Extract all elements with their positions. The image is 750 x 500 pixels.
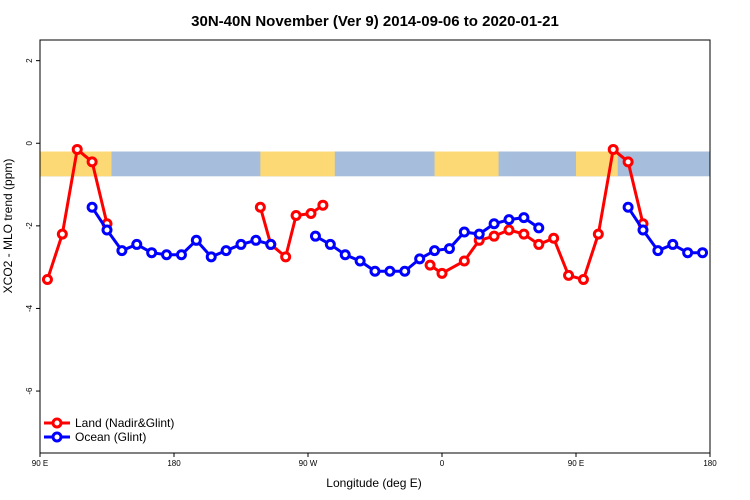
axis-ticks: 90 E 180 90 W 0 90 E 180 2 0 -2 -4 -6 [25, 58, 717, 468]
land-point [577, 274, 589, 286]
ocean-point [429, 245, 441, 257]
ocean-point [131, 238, 143, 250]
series-layer [41, 143, 709, 286]
land-point [533, 238, 545, 250]
land-point [71, 143, 83, 155]
ocean-point [339, 249, 351, 261]
chart-title: 30N-40N November (Ver 9) 2014-09-06 to 2… [191, 13, 559, 30]
ocean-point [235, 238, 247, 250]
ocean-point [354, 255, 366, 267]
ocean-point [101, 224, 113, 236]
ocean-point [518, 212, 530, 224]
ocean-point [414, 253, 426, 265]
ocean-point [190, 234, 202, 246]
x-tick-label: 180 [167, 459, 181, 468]
ocean-point [533, 222, 545, 234]
ocean-point [443, 243, 455, 255]
land-point [424, 259, 436, 271]
x-tick-label: 90 E [568, 459, 584, 468]
land-patch-1 [260, 151, 335, 177]
ocean-point [324, 238, 336, 250]
legend-marker-land [51, 417, 63, 429]
ocean-point [697, 247, 709, 259]
ocean-point [86, 201, 98, 213]
y-tick-label: 2 [25, 58, 34, 63]
land-ocean-band [40, 151, 710, 177]
land-point [622, 156, 634, 168]
ocean-point [116, 245, 128, 257]
legend-marker-ocean [51, 431, 63, 443]
y-tick-label: -2 [25, 222, 34, 230]
land-point [458, 255, 470, 267]
ocean-point [399, 265, 411, 277]
legend-label-land: Land (Nadir&Glint) [75, 416, 174, 430]
plot-frame [39, 39, 711, 454]
land-point [290, 210, 302, 222]
land-point [607, 143, 619, 155]
legend: Land (Nadir&Glint) Ocean (Glint) [44, 416, 174, 444]
ocean-point [161, 249, 173, 261]
ocean-point [220, 245, 232, 257]
ocean-point [265, 238, 277, 250]
x-tick-label: 180 [703, 459, 717, 468]
ocean-point [622, 201, 634, 213]
land-patch-2 [434, 151, 499, 177]
ocean-point [309, 230, 321, 242]
x-axis-label: Longitude (deg E) [326, 476, 421, 490]
ocean-point [369, 265, 381, 277]
ocean-point [667, 238, 679, 250]
ocean-point [503, 214, 515, 226]
ocean-point [652, 245, 664, 257]
y-axis-label: XCO2 - MLO trend (ppm) [1, 159, 15, 294]
land-point [436, 267, 448, 279]
land-point [518, 228, 530, 240]
land-point [563, 269, 575, 281]
land-point [41, 274, 53, 286]
land-point [305, 207, 317, 219]
ocean-point [384, 265, 396, 277]
x-tick-label: 90 E [32, 459, 48, 468]
ocean-point [637, 224, 649, 236]
ocean-point [458, 226, 470, 238]
ocean-line-segment-1 [314, 216, 540, 273]
land-point [280, 251, 292, 263]
x-tick-label: 90 W [299, 459, 318, 468]
legend-label-ocean: Ocean (Glint) [75, 430, 146, 444]
land-point [503, 224, 515, 236]
land-point [488, 230, 500, 242]
y-tick-label: 0 [25, 140, 34, 145]
ocean-point [488, 218, 500, 230]
ocean-point [473, 228, 485, 240]
land-point [56, 228, 68, 240]
land-point [592, 228, 604, 240]
land-point [548, 232, 560, 244]
ocean-point [682, 247, 694, 259]
ocean-point [250, 234, 262, 246]
ocean-point [175, 249, 187, 261]
ocean-point [205, 251, 217, 263]
land-point [254, 201, 266, 213]
ocean-point [146, 247, 158, 259]
y-tick-label: -4 [25, 304, 34, 312]
y-tick-label: -6 [25, 387, 34, 395]
land-point [317, 199, 329, 211]
land-point [86, 156, 98, 168]
x-tick-label: 0 [440, 459, 445, 468]
